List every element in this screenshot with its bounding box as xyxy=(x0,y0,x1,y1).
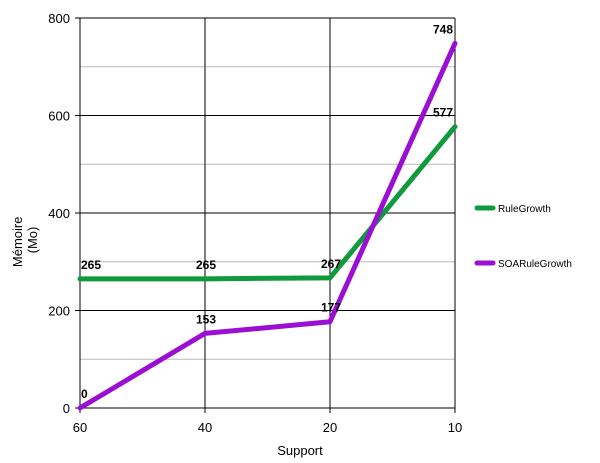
y-tick-label: 0 xyxy=(63,401,70,416)
legend-label-rulegrowth: RuleGrowth xyxy=(498,204,551,215)
legend-item-rulegrowth: RuleGrowth xyxy=(474,204,551,215)
y-tick-label: 600 xyxy=(48,109,70,124)
data-point xyxy=(453,125,457,129)
y-tick-label: 800 xyxy=(48,11,70,26)
x-tick-label: 20 xyxy=(323,420,337,435)
data-labels: 265 265 267 577 0 153 177 748 xyxy=(81,22,453,401)
data-label: 577 xyxy=(433,106,453,120)
data-point xyxy=(328,276,332,280)
data-point xyxy=(78,406,82,410)
data-point xyxy=(203,331,207,335)
x-axis-title: Support xyxy=(277,443,323,458)
data-point xyxy=(453,41,457,45)
series-layer xyxy=(77,40,458,411)
y-axis-title-line-2: (Mo) xyxy=(25,227,40,254)
data-point xyxy=(78,277,82,281)
data-point xyxy=(328,320,332,324)
series-line-rulegrowth xyxy=(77,124,458,282)
legend-item-soarulegrowth: SOARuleGrowth xyxy=(474,259,572,270)
data-label: 153 xyxy=(196,312,216,326)
data-label: 0 xyxy=(81,387,88,401)
data-label: 265 xyxy=(81,258,101,272)
y-axis-title: Mémoire (Mo) xyxy=(10,213,40,267)
y-tick-label: 200 xyxy=(48,304,70,319)
data-label: 265 xyxy=(196,258,216,272)
data-label: 748 xyxy=(433,22,453,36)
data-label: 177 xyxy=(321,301,341,315)
y-tick-label: 400 xyxy=(48,206,70,221)
data-label: 267 xyxy=(321,257,341,271)
grid xyxy=(79,17,456,409)
x-tick-label: 60 xyxy=(73,420,87,435)
y-axis-title-line-1: Mémoire xyxy=(10,217,25,268)
data-point xyxy=(203,277,207,281)
x-tick-label: 40 xyxy=(198,420,212,435)
axes: 0 200 400 600 800 60 40 20 10 xyxy=(48,11,462,435)
legend-label-soarulegrowth: SOARuleGrowth xyxy=(498,259,572,270)
legend: RuleGrowth SOARuleGrowth xyxy=(474,204,572,270)
x-tick-label: 10 xyxy=(448,420,462,435)
series-line-soarulegrowth xyxy=(77,40,458,411)
